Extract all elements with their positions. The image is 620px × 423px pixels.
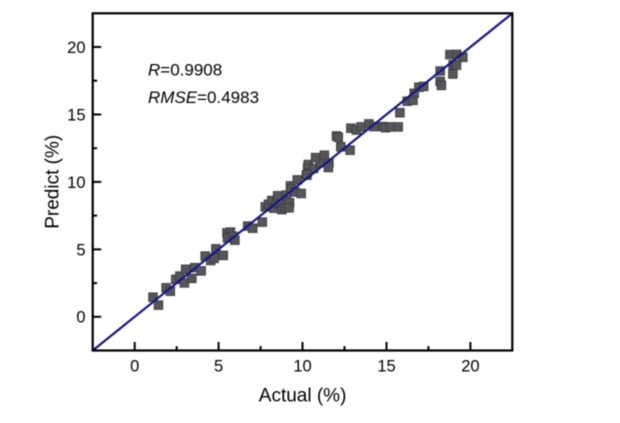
svg-text:Actual (%): Actual (%) xyxy=(259,386,347,407)
svg-text:5: 5 xyxy=(76,241,85,259)
svg-text:0: 0 xyxy=(130,357,139,375)
svg-text:20: 20 xyxy=(67,39,85,57)
svg-text:15: 15 xyxy=(377,357,395,375)
svg-text:10: 10 xyxy=(67,174,85,192)
svg-text:15: 15 xyxy=(67,106,85,124)
svg-text:10: 10 xyxy=(293,357,311,375)
svg-text:20: 20 xyxy=(461,357,479,375)
svg-text:Predict (%): Predict (%) xyxy=(42,135,63,229)
svg-text:5: 5 xyxy=(214,357,223,375)
svg-text:RMSE=0.4983: RMSE=0.4983 xyxy=(148,88,259,107)
svg-text:0: 0 xyxy=(76,309,85,327)
svg-text:R=0.9908: R=0.9908 xyxy=(148,61,222,80)
